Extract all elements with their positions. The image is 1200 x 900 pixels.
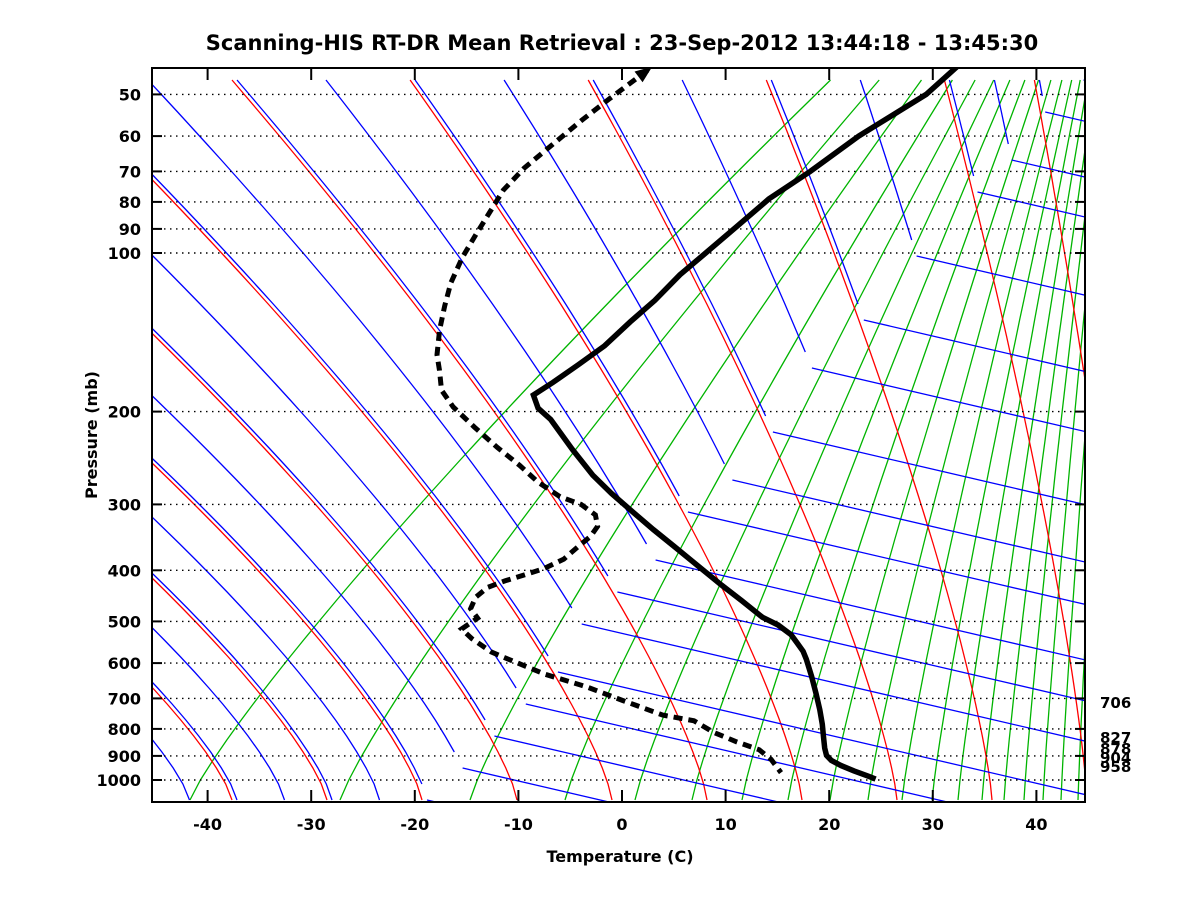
pressure-tick-labels: 50 60 70 80 90 100 200 300 400 500 600 700 800 900 100… <box>96 85 141 790</box>
pressure-tick-label: 500 <box>108 612 141 631</box>
temperature-tick-label: 20 <box>818 815 840 834</box>
dry-adiabat-lines-red <box>152 79 1085 801</box>
y-axis-label: Pressure (mb) <box>82 371 101 499</box>
pressure-tick-label: 400 <box>108 561 141 580</box>
x-axis-label: Temperature (C) <box>546 847 693 866</box>
pressure-tick-label: 100 <box>108 244 141 263</box>
pressure-tick-label: 70 <box>119 162 141 181</box>
temperature-tick-labels: -40 -30 -20 -10 0 10 20 30 40 <box>193 815 1047 834</box>
temperature-tick-label: 30 <box>922 815 944 834</box>
temperature-tick-label: 10 <box>714 815 736 834</box>
right-pressure-label: 958 <box>1100 758 1131 776</box>
pressure-tick-label: 50 <box>119 85 141 104</box>
right-pressure-label: 706 <box>1100 694 1131 712</box>
right-pressure-label: 904 <box>1100 749 1131 767</box>
temperature-tick-label: -10 <box>504 815 533 834</box>
pressure-tick-label: 90 <box>119 220 141 239</box>
pressure-tick-label: 60 <box>119 127 141 146</box>
pressure-tick-label: 600 <box>108 654 141 673</box>
pressure-tick-label: 80 <box>119 193 141 212</box>
temperature-tick-label: -20 <box>400 815 429 834</box>
pressure-tick-label: 900 <box>108 747 141 766</box>
dewpoint-curve <box>434 68 783 775</box>
pressure-tick-label: 200 <box>108 403 141 422</box>
pressure-tick-label: 700 <box>108 689 141 708</box>
temperature-tick-label: -30 <box>297 815 326 834</box>
temperature-curve <box>530 68 960 782</box>
pressure-tick-label: 1000 <box>96 771 141 790</box>
isotherm-lines-green <box>189 79 1085 801</box>
plot-border-and-ticks <box>151 67 1086 803</box>
moist-adiabat-lines-blue <box>152 79 1085 802</box>
chart-title: Scanning-HIS RT-DR Mean Retrieval : 23-S… <box>206 31 1038 55</box>
pressure-tick-label: 300 <box>108 495 141 514</box>
temperature-tick-label: 0 <box>616 815 627 834</box>
right-pressure-label: 878 <box>1100 740 1131 758</box>
isobar-gridlines <box>152 93 1085 781</box>
temperature-tick-label: 40 <box>1025 815 1047 834</box>
temperature-tick-label: -40 <box>193 815 222 834</box>
right-pressure-label: 827 <box>1100 729 1131 747</box>
pressure-tick-label: 800 <box>108 720 141 739</box>
